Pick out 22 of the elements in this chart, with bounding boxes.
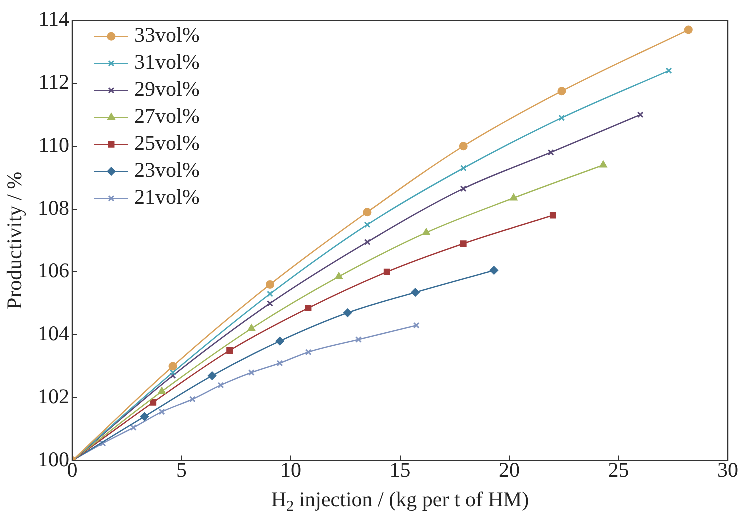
- x-tick-label: 20: [499, 458, 520, 482]
- legend-label: 25vol%: [134, 131, 200, 156]
- x-tick-label: 15: [390, 458, 411, 482]
- legend-label: 31vol%: [134, 50, 200, 74]
- legend-label: 21vol%: [134, 185, 200, 210]
- legend-label: 29vol%: [134, 77, 200, 102]
- x-tick-label: 10: [280, 458, 302, 482]
- y-tick-label: 100: [38, 447, 70, 472]
- legend-label: 27vol%: [134, 104, 200, 128]
- y-axis-title: Productivity / %: [2, 172, 27, 310]
- x-tick-label: 25: [608, 458, 630, 482]
- legend-label: 33vol%: [134, 23, 200, 48]
- y-tick-label: 108: [38, 196, 70, 220]
- y-tick-label: 110: [38, 132, 70, 157]
- y-tick-label: 102: [38, 384, 70, 408]
- y-tick-label: 106: [38, 258, 70, 283]
- x-tick-label: 5: [176, 458, 187, 482]
- y-tick-label: 112: [38, 70, 70, 94]
- legend-label: 23vol%: [134, 158, 200, 182]
- y-tick-label: 104: [38, 322, 70, 346]
- x-tick-label: 30: [718, 458, 738, 482]
- y-tick-label: 114: [38, 7, 70, 32]
